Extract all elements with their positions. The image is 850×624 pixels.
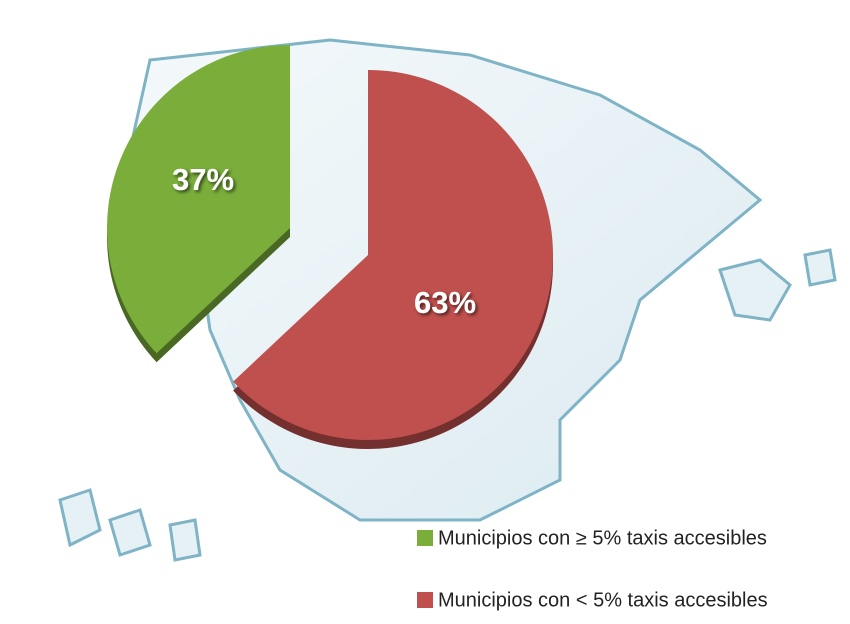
legend: Municipios con ≥ 5% taxis accesibles Muni… [417,527,768,611]
pie: 63% 37% [107,45,553,449]
legend-swatch [417,530,433,546]
slice [107,45,290,354]
legend-swatch [417,592,433,608]
slice [233,70,553,440]
legend-label: Municipios con < 5% taxis accesibles [438,589,768,611]
value-label: 37% [172,162,234,197]
legend-label: Municipios con ≥ 5% taxis accesibles [438,527,767,549]
value-label: 63% [414,285,476,320]
